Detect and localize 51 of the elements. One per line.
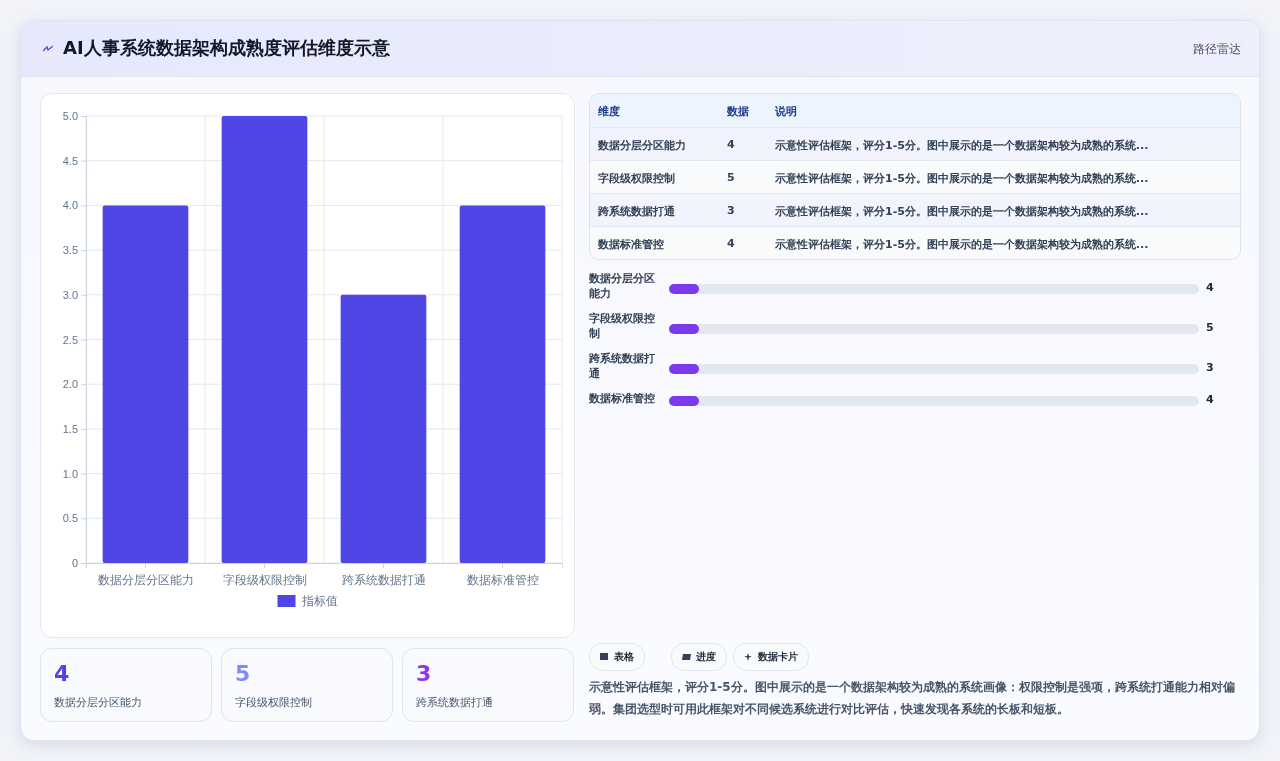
text: 路径雷达	[1193, 41, 1241, 58]
y-tick-label: 2.0	[62, 378, 78, 391]
text: 4	[727, 138, 735, 151]
x-tick-label: 数据标准管控	[466, 573, 539, 588]
text: 示意性评估框架，评分1-5分。图中展示的是一个数据架构较为成熟的系统...	[775, 138, 1149, 153]
text: 5	[235, 661, 251, 686]
y-tick-label: 3.5	[62, 244, 78, 257]
category-label: 跨系统数据打通	[589, 352, 655, 380]
text: 表格	[614, 651, 634, 662]
x-tick-label: 字段级权限控制	[222, 573, 307, 588]
text: 3	[727, 204, 735, 217]
legend-label: 指标值	[300, 594, 338, 608]
category-label: 字段级权限控制	[598, 172, 675, 185]
text: 数据卡片	[758, 651, 798, 662]
y-tick-label: 1.5	[62, 422, 78, 435]
text: 示意性评估框架，评分1-5分。图中展示的是一个数据架构较为成熟的系统...	[775, 171, 1149, 186]
text: 说明	[775, 104, 797, 119]
y-tick-label: 0	[71, 557, 78, 570]
category-label: 数据分层分区能力	[54, 696, 142, 709]
text: 维度	[598, 104, 620, 119]
category-label: 跨系统数据打通	[598, 205, 675, 218]
x-tick-label: 跨系统数据打通	[341, 573, 426, 588]
text: 5	[1206, 321, 1214, 334]
text: 4	[54, 661, 70, 686]
text: 3	[1206, 361, 1214, 374]
x-tick-label: 数据分层分区能力	[97, 573, 194, 588]
category-label: 数据分层分区能力	[598, 139, 686, 152]
y-tick-label: 2.5	[62, 333, 78, 346]
y-tick-label: 1.0	[62, 467, 78, 480]
text: 示意性评估框架，评分1-5分。图中展示的是一个数据架构较为成熟的系统...	[775, 237, 1149, 252]
text: 示意性评估框架，评分1-5分。图中展示的是一个数据架构较为成熟的系统...	[775, 204, 1149, 219]
text: 进度	[696, 651, 716, 662]
y-tick-label: 5.0	[62, 110, 78, 123]
y-tick-label: 4.0	[62, 199, 78, 212]
y-tick-label: 4.5	[62, 154, 78, 167]
category-label: 字段级权限控制	[589, 312, 655, 340]
category-label: 数据标准管控	[598, 238, 664, 251]
category-label: 数据分层分区能力	[589, 272, 655, 300]
text: 4	[1206, 281, 1214, 294]
chart-title: AI人事系统数据架构成熟度评估维度示意	[63, 36, 390, 60]
category-label: 数据标准管控	[589, 392, 655, 405]
text: 3	[416, 661, 432, 686]
y-tick-label: 0.5	[62, 512, 78, 525]
text: 4	[727, 237, 735, 250]
category-label: 跨系统数据打通	[416, 696, 493, 709]
category-label: 字段级权限控制	[235, 696, 312, 709]
text: 数据	[727, 104, 749, 119]
text: 示意性评估框架，评分1-5分。图中展示的是一个数据架构较为成熟的系统画像：权限控制是强项，跨系统打通能力相对偏弱。集团选型时可用此框架对不同候选系统进行对比评估，快速发现各系统的长板和短板。	[589, 679, 1236, 718]
text: 5	[727, 171, 735, 184]
text: 4	[1206, 393, 1214, 406]
y-tick-label: 3.0	[62, 288, 78, 301]
